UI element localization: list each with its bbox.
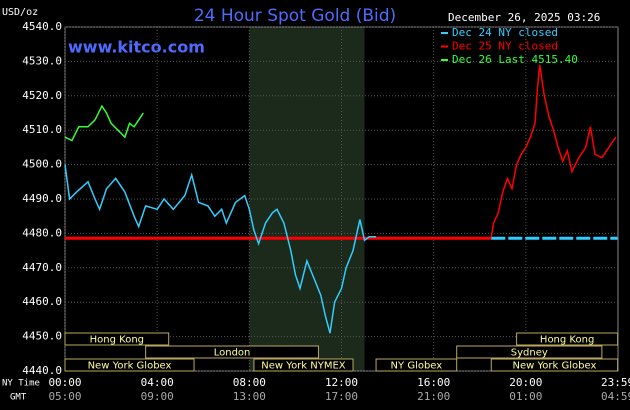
- y-tick-label: 4470.0: [22, 261, 62, 274]
- x-tick-label: 23:59: [601, 376, 630, 389]
- price-line: [490, 64, 617, 237]
- y-tick-label: 4490.0: [22, 192, 62, 205]
- y-tick-label: 4510.0: [22, 123, 62, 136]
- session-label: Hong Kong: [540, 335, 594, 346]
- y-label: USD/oz: [2, 7, 38, 18]
- session-label: Sydney: [511, 348, 548, 359]
- legend-entry: Dec 26 Last 4515.40: [452, 53, 578, 66]
- x2-tick-label: 04:59: [601, 390, 630, 403]
- session-box: [145, 345, 319, 359]
- session-label: Hong Kong: [90, 335, 144, 346]
- session-label: New York NYMEX: [261, 361, 346, 372]
- session-label: London: [214, 348, 251, 359]
- chart-title: 24 Hour Spot Gold (Bid): [194, 6, 396, 26]
- x2-tick-label: 05:00: [48, 390, 81, 403]
- y-tick-label: 4500.0: [22, 158, 62, 171]
- y-tick-label: 4460.0: [22, 295, 62, 308]
- session-label: NY Globex: [391, 361, 443, 372]
- x-tick-label: 20:00: [509, 376, 542, 389]
- session-box: [64, 358, 195, 372]
- price-line: [64, 164, 377, 334]
- x2-tick-label: 09:00: [141, 390, 174, 403]
- y-tick-label: 4540.0: [22, 20, 62, 33]
- timestamp: December 26, 2025 03:26: [448, 11, 600, 24]
- session-label: New York Globex: [88, 361, 172, 372]
- legend-entry: Dec 25 NY closed: [452, 40, 558, 53]
- y-tick-label: 4450.0: [22, 330, 62, 343]
- x-tick-label: 16:00: [417, 376, 450, 389]
- x2-tick-label: 01:00: [509, 390, 542, 403]
- y-tick-label: 4480.0: [22, 226, 62, 239]
- session-label: New York Globex: [513, 361, 597, 372]
- session-box: [253, 358, 354, 372]
- x2-tick-label: 21:00: [417, 390, 450, 403]
- session-box: [64, 332, 170, 346]
- session-box: [516, 332, 619, 346]
- x2-tick-label: 13:00: [233, 390, 266, 403]
- y-tick-label: 4520.0: [22, 89, 62, 102]
- y-tick-label: 4440.0: [22, 364, 62, 377]
- x-tick-label: 12:00: [325, 376, 358, 389]
- session-box: [375, 358, 458, 372]
- session-box: [490, 358, 619, 372]
- x2-tick-label: 17:00: [325, 390, 358, 403]
- x-row-label: NY Time: [2, 379, 40, 389]
- watermark: www.kitco.com: [68, 38, 205, 57]
- x-tick-label: 00:00: [48, 376, 81, 389]
- x-tick-label: 04:00: [141, 376, 174, 389]
- shaded-region: [249, 27, 365, 371]
- y-tick-label: 4530.0: [22, 54, 62, 67]
- x-tick-label: 08:00: [233, 376, 266, 389]
- session-box: [456, 345, 603, 359]
- legend-entry: Dec 24 NY closed: [452, 26, 558, 39]
- price-line: [64, 104, 144, 142]
- x-row-label: GMT: [10, 393, 27, 403]
